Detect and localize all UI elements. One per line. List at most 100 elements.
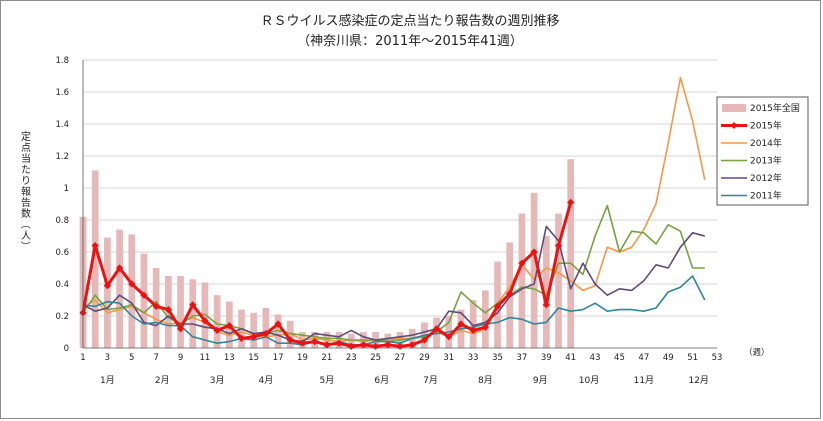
x-tick-label: 13 — [224, 353, 235, 363]
point-marker — [432, 325, 441, 333]
y-axis-label-char: 点 — [21, 142, 31, 154]
point-marker — [567, 198, 575, 206]
x-tick-label: 1 — [80, 353, 85, 363]
month-label: 11月 — [634, 375, 654, 386]
point-marker — [420, 336, 428, 344]
y-tick-label: 0.6 — [55, 248, 69, 258]
point-marker — [323, 341, 331, 349]
legend-label: 2011年 — [750, 190, 782, 202]
x-tick-label: 9 — [178, 353, 183, 363]
axes — [82, 60, 717, 349]
legend: 2015年全国 2015年 2014年 2013年 2012年 2011年 — [716, 96, 809, 206]
month-label: 8月 — [478, 375, 493, 386]
line-series-group — [79, 76, 706, 350]
legend-box — [716, 96, 809, 206]
legend-label: 2015年全国 — [750, 102, 800, 114]
x-tick-label: 7 — [153, 353, 158, 363]
x-tick-label: 5 — [129, 353, 134, 363]
x-tick-label: 19 — [297, 353, 308, 363]
y-tick-label: 0.4 — [55, 280, 69, 290]
y-axis-label: 定点当たり報告数（人） — [19, 130, 31, 251]
month-label: 9月 — [533, 375, 548, 386]
y-axis-label-char: 人 — [21, 230, 31, 242]
point-marker — [213, 326, 221, 334]
bar-2015-national — [469, 300, 477, 348]
bar-2015-national — [567, 159, 575, 348]
x-tick-label: 31 — [443, 353, 454, 363]
point-marker — [506, 290, 514, 298]
y-tick-label: 0.2 — [55, 312, 69, 322]
legend-swatch — [722, 104, 746, 112]
x-tick-label: 15 — [248, 353, 259, 363]
bar-2015-national — [481, 290, 489, 348]
line-2014 — [82, 76, 706, 343]
point-marker — [274, 320, 282, 328]
x-tick-label: 33 — [468, 353, 479, 363]
point-marker — [457, 320, 465, 328]
bar-2015-national — [104, 237, 111, 348]
y-tick-label: 1.2 — [55, 152, 69, 162]
x-tick-label: 17 — [273, 353, 284, 363]
month-label: 3月 — [210, 375, 225, 386]
month-label: 1月 — [100, 375, 115, 386]
x-tick-label: 49 — [663, 353, 674, 363]
point-marker — [298, 339, 307, 347]
y-tick-label: 1 — [64, 184, 69, 194]
bar-2015-national — [555, 213, 562, 348]
legend-label: 2012年 — [750, 172, 782, 184]
point-marker — [493, 302, 502, 310]
point-marker — [542, 301, 550, 309]
y-axis-label-char: 告 — [21, 196, 31, 209]
bar-2015-national — [213, 295, 221, 348]
y-tick-label: 1.8 — [55, 56, 69, 66]
bar-2015-national — [177, 276, 184, 348]
bar-2015-national — [128, 234, 136, 348]
chart-title: ＲＳウイルス感染症の定点当たり報告数の週別推移 — [260, 13, 559, 29]
point-marker — [372, 342, 380, 350]
point-marker — [250, 333, 258, 341]
month-label: 4月 — [259, 375, 274, 386]
x-tick-label: 27 — [395, 353, 406, 363]
bar-series-2015-national — [79, 159, 575, 348]
y-tick-label: 1.4 — [55, 120, 69, 130]
month-label: 2月 — [155, 375, 170, 386]
point-marker — [164, 306, 172, 314]
y-axis-label-char: 数 — [21, 207, 31, 220]
point-marker — [554, 242, 563, 250]
point-marker — [359, 341, 368, 349]
point-marker — [530, 248, 538, 256]
month-label: 7月 — [423, 375, 438, 386]
point-marker — [384, 341, 392, 349]
point-marker — [140, 291, 148, 299]
y-tick-labels: 0 0.2 0.4 0.6 0.8 1 1.2 1.4 1.6 1.8 — [55, 56, 69, 354]
y-axis-label-char: り — [21, 175, 31, 187]
month-labels: 1月 2月 3月 4月 5月 6月 7月 8月 9月 10月 11月 12月 — [100, 375, 709, 386]
point-marker — [311, 338, 319, 346]
x-tick-label: 53 — [712, 353, 723, 363]
point-marker — [152, 302, 160, 310]
x-tick-label: 37 — [517, 353, 528, 363]
legend-label: 2014年 — [750, 137, 782, 149]
x-tick-labels: 1 3 5 7 9 11 13 15 17 19 21 23 25 27 29 31 33 35 37 39 41 43 4… — [80, 353, 722, 363]
x-tick-label: 41 — [565, 353, 576, 363]
y-tick-label: 1.6 — [55, 88, 69, 98]
point-marker — [176, 325, 185, 333]
x-tick-label: 29 — [419, 353, 430, 363]
bar-2015-national — [542, 236, 550, 348]
month-label: 6月 — [374, 375, 389, 386]
y-axis-label-char: （ — [19, 219, 31, 229]
bar-2015-national — [140, 253, 148, 348]
month-label: 12月 — [688, 375, 708, 386]
bar-2015-national — [116, 229, 123, 348]
bar-2015-national — [530, 192, 538, 348]
x-tick-label: 25 — [370, 353, 381, 363]
y-axis-label-char: 定 — [21, 130, 31, 143]
bar-2015-national — [189, 279, 197, 348]
point-marker — [481, 323, 489, 331]
point-marker — [225, 322, 233, 330]
x-tick-label: 39 — [541, 353, 552, 363]
x-tick-label: 23 — [346, 353, 357, 363]
x-tick-label: 51 — [687, 353, 698, 363]
